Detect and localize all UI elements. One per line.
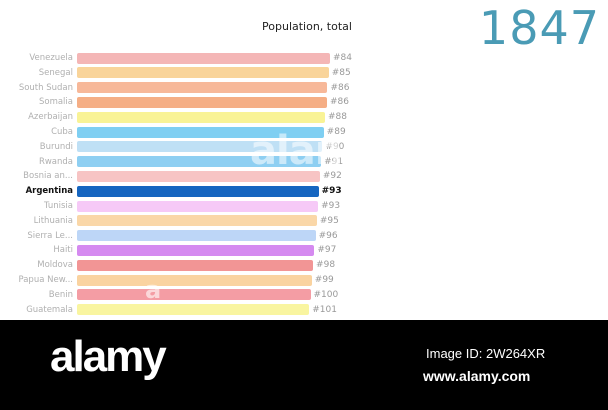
bar	[77, 185, 319, 197]
rank-label: #86	[330, 82, 350, 93]
country-label: Papua New...	[18, 275, 73, 285]
country-label: Cuba	[51, 127, 73, 137]
rank-label: #96	[318, 230, 338, 241]
rank-label: #97	[317, 245, 337, 256]
country-label: Senegal	[38, 67, 73, 78]
bar-chart: Venezuela #84 Senegal #85 South Sudan #86 Soma…	[18, 52, 352, 316]
rank-label: #95	[319, 215, 339, 226]
bar	[77, 170, 320, 182]
bar	[77, 67, 329, 79]
watermark-text: alan	[250, 128, 343, 174]
bar	[77, 111, 325, 123]
rank-label: #92	[322, 171, 342, 182]
country-label: Somalia	[38, 97, 73, 108]
rank-label: #101	[312, 304, 337, 315]
country-label: South Sudan	[18, 82, 73, 93]
country-label: Azerbaijan	[28, 112, 73, 123]
country-label: Tunisia	[43, 201, 73, 211]
bar	[77, 230, 316, 242]
country-label: Bosnia an...	[23, 171, 73, 182]
bar	[77, 126, 324, 138]
bar	[77, 244, 315, 256]
country-label: Lithuania	[33, 215, 73, 226]
rank-label: #89	[326, 127, 346, 137]
bar	[77, 200, 319, 212]
alamy-logo: alamy	[50, 332, 167, 381]
bar	[77, 156, 322, 168]
rank-label: #100	[313, 289, 339, 300]
rank-label: #84	[333, 53, 352, 63]
bar	[77, 96, 327, 108]
rank-label: #91	[324, 156, 344, 167]
chart-area: Population, total 1847 Venezuela #84 Seneg…	[18, 1, 600, 316]
rank-label: #99	[314, 275, 334, 285]
footer-banner: alamy Image ID: 2W264XR www.alamy.com	[0, 320, 608, 410]
country-label: Guatemala	[26, 304, 73, 315]
bar	[77, 259, 314, 271]
chart-title: Population, total	[262, 20, 352, 33]
rank-label: #98	[316, 260, 336, 271]
bar	[77, 304, 310, 316]
country-label: Venezuela	[29, 53, 73, 63]
country-label: Sierra Le...	[27, 230, 73, 241]
rank-label: #85	[331, 67, 351, 78]
country-label: Argentina	[25, 186, 73, 197]
country-label: Rwanda	[38, 156, 73, 167]
rank-label: #90	[325, 141, 345, 152]
rank-label: #88	[327, 112, 347, 123]
country-label: Haiti	[53, 245, 73, 256]
bar	[77, 215, 317, 227]
bar	[77, 289, 311, 301]
country-label: Moldova	[37, 260, 73, 271]
year-label: 1847	[478, 1, 600, 55]
bar	[77, 52, 330, 64]
watermark-mark: a	[145, 276, 162, 304]
rank-label: #93	[321, 201, 341, 211]
bar	[77, 141, 323, 153]
site-url[interactable]: www.alamy.com	[423, 368, 531, 384]
image-id: Image ID: 2W264XR	[426, 346, 546, 361]
country-label: Benin	[48, 289, 73, 300]
bar	[77, 82, 328, 94]
rank-label: #86	[329, 97, 349, 108]
bar	[77, 274, 312, 286]
country-label: Burundi	[39, 141, 73, 152]
rank-label: #93	[321, 186, 342, 197]
